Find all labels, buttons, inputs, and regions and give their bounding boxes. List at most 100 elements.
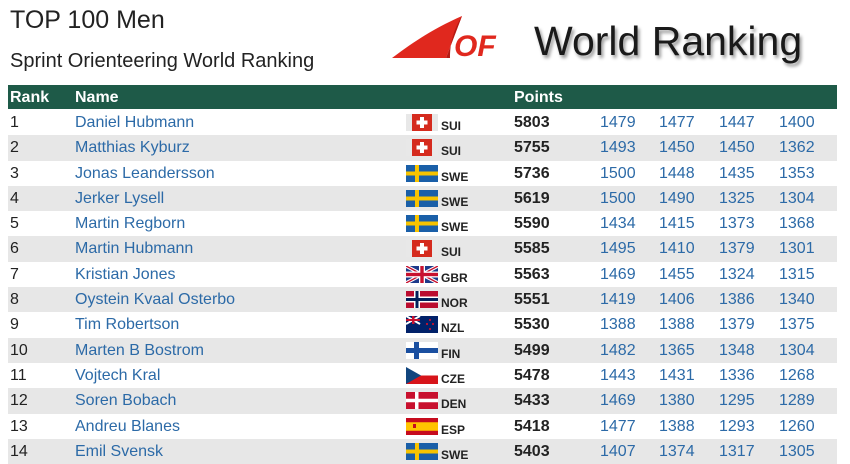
score-link[interactable]: 1373 (719, 215, 755, 233)
country-flag-icon (406, 114, 438, 131)
athlete-name-link[interactable]: Soren Bobach (75, 392, 177, 410)
rank-cell: 11 (10, 366, 27, 384)
score-link[interactable]: 1340 (779, 291, 815, 309)
column-name[interactable]: Name (75, 89, 119, 106)
athlete-name-link[interactable]: Daniel Hubmann (75, 114, 195, 131)
score-link[interactable]: 1324 (719, 265, 755, 283)
score-link[interactable]: 1304 (779, 189, 815, 207)
total-points: 5563 (514, 265, 550, 283)
score-link[interactable]: 1477 (600, 417, 636, 435)
score-link[interactable]: 1295 (719, 392, 755, 410)
table-row: 8 Oystein Kvaal Osterbo NOR 5551 1419 1406 138… (8, 287, 837, 313)
score-link[interactable]: 1362 (779, 139, 815, 157)
athlete-name-link[interactable]: Vojtech Kral (75, 366, 161, 384)
score-link[interactable]: 1435 (719, 164, 755, 182)
athlete-name-link[interactable]: Andreu Blanes (75, 417, 180, 435)
score-link[interactable]: 1374 (659, 442, 695, 460)
score-link[interactable]: 1301 (779, 240, 815, 258)
score-link[interactable]: 1289 (779, 392, 815, 410)
page-title: TOP 100 Men (10, 6, 165, 34)
country-code: GBR (441, 270, 468, 285)
score-link[interactable]: 1431 (659, 366, 695, 384)
country-code: SUI (441, 119, 462, 133)
total-points: 5478 (514, 366, 550, 384)
table-row: 7 Kristian Jones GBR 5563 1469 1455 1324 1315 (8, 262, 837, 287)
score-link[interactable]: 1317 (719, 442, 755, 460)
score-link[interactable]: 1443 (600, 366, 636, 384)
athlete-name-link[interactable]: Tim Robertson (75, 316, 180, 334)
country-code: SWE (441, 194, 469, 209)
athlete-name-link[interactable]: Emil Svensk (75, 442, 164, 460)
score-link[interactable]: 1415 (659, 215, 695, 233)
score-link[interactable]: 1477 (659, 114, 695, 131)
score-link[interactable]: 1407 (600, 442, 636, 460)
total-points: 5590 (514, 215, 550, 233)
athlete-name-link[interactable]: Martin Hubmann (75, 240, 194, 258)
score-link[interactable]: 1379 (719, 316, 755, 334)
rank-cell: 12 (10, 392, 28, 410)
score-link[interactable]: 1353 (779, 164, 815, 182)
country-flag-icon (406, 442, 438, 460)
score-link[interactable]: 1450 (659, 139, 695, 157)
score-link[interactable]: 1380 (659, 392, 695, 410)
score-link[interactable]: 1406 (659, 291, 695, 309)
total-points: 5551 (514, 291, 550, 309)
score-link[interactable]: 1495 (600, 240, 636, 258)
score-link[interactable]: 1469 (600, 265, 636, 283)
score-link[interactable]: 1482 (600, 341, 636, 359)
score-link[interactable]: 1365 (659, 341, 695, 359)
column-rank[interactable]: Rank (10, 89, 50, 106)
score-link[interactable]: 1379 (719, 240, 755, 258)
score-link[interactable]: 1479 (600, 114, 636, 131)
score-link[interactable]: 1455 (659, 265, 695, 283)
score-link[interactable]: 1500 (600, 189, 636, 207)
score-link[interactable]: 1386 (719, 291, 755, 309)
score-link[interactable]: 1493 (600, 139, 636, 157)
score-link[interactable]: 1368 (779, 215, 815, 233)
country-code: CZE (441, 371, 465, 386)
athlete-name-link[interactable]: Martin Regborn (75, 215, 186, 233)
score-link[interactable]: 1419 (600, 291, 636, 309)
athlete-name-link[interactable]: Jonas Leandersson (75, 164, 215, 182)
athlete-name-link[interactable]: Matthias Kyburz (75, 139, 190, 157)
score-link[interactable]: 1388 (600, 316, 636, 334)
score-link[interactable]: 1469 (600, 392, 636, 410)
iof-logo-icon: OF (390, 12, 520, 63)
total-points: 5418 (514, 417, 550, 435)
athlete-name-link[interactable]: Kristian Jones (75, 265, 176, 283)
score-link[interactable]: 1315 (779, 265, 815, 283)
score-link[interactable]: 1450 (719, 139, 755, 157)
table-row: 10 Marten B Bostrom FIN 5499 1482 1365 1348 130… (8, 337, 837, 363)
score-link[interactable]: 1500 (600, 164, 636, 182)
table-row: 12 Soren Bobach DEN 5433 1469 1380 1295 1289 (8, 388, 837, 414)
column-points[interactable]: Points (514, 89, 563, 106)
score-link[interactable]: 1375 (779, 316, 815, 334)
country-code: NZL (441, 321, 465, 336)
country-code: ESP (441, 422, 466, 437)
score-link[interactable]: 1268 (779, 366, 815, 384)
total-points: 5619 (514, 189, 550, 207)
score-link[interactable]: 1400 (779, 114, 815, 131)
score-link[interactable]: 1304 (779, 341, 815, 359)
score-link[interactable]: 1388 (659, 316, 695, 334)
table-row: 1 Daniel Hubmann SUI 5803 1479 1477 1447 1400 (8, 110, 837, 135)
score-link[interactable]: 1490 (659, 189, 695, 207)
score-link[interactable]: 1260 (779, 417, 815, 435)
score-link[interactable]: 1434 (600, 215, 636, 233)
athlete-name-link[interactable]: Oystein Kvaal Osterbo (75, 291, 236, 309)
athlete-name-link[interactable]: Jerker Lysell (75, 189, 165, 207)
score-link[interactable]: 1325 (719, 189, 755, 207)
rank-cell: 4 (10, 189, 19, 207)
score-link[interactable]: 1410 (659, 240, 695, 258)
score-link[interactable]: 1447 (719, 114, 755, 131)
score-link[interactable]: 1305 (779, 442, 815, 460)
score-link[interactable]: 1336 (719, 366, 755, 384)
score-link[interactable]: 1388 (659, 417, 695, 435)
score-link[interactable]: 1348 (719, 341, 755, 359)
country-code: SWE (441, 220, 469, 235)
score-link[interactable]: 1293 (719, 417, 755, 435)
rank-cell: 5 (10, 215, 19, 233)
country-code: SWE (441, 447, 469, 462)
athlete-name-link[interactable]: Marten B Bostrom (75, 341, 204, 359)
score-link[interactable]: 1448 (659, 164, 695, 182)
